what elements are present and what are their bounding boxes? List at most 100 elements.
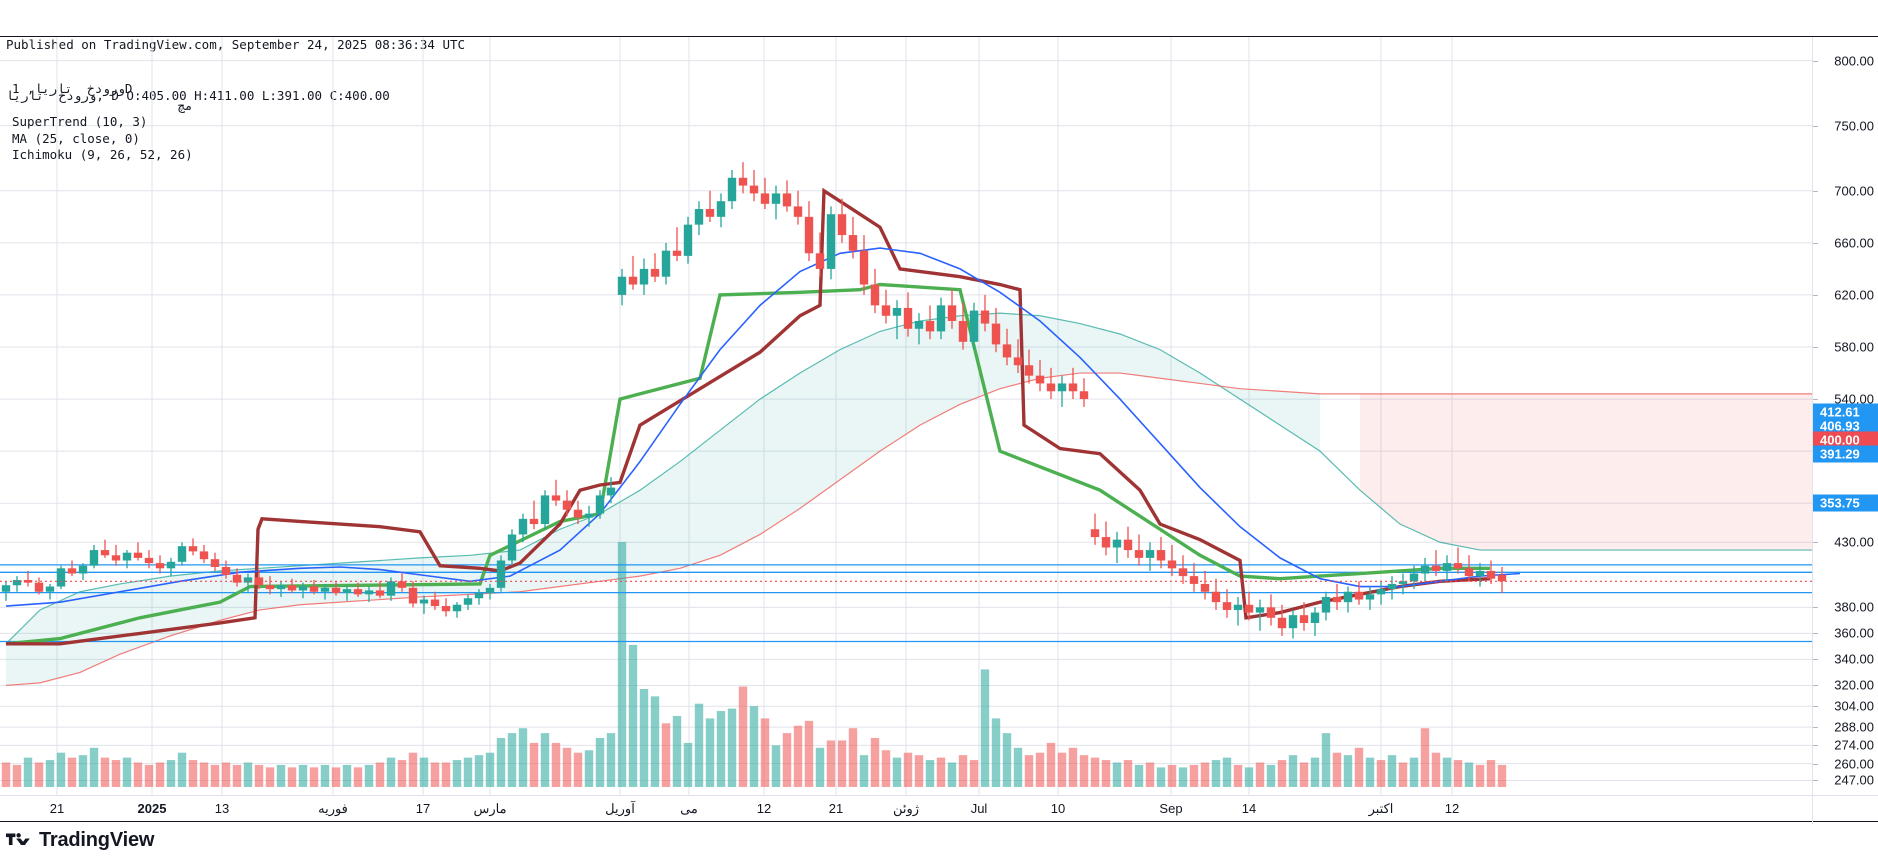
- candle-body: [1409, 573, 1419, 582]
- volume-bar: [320, 764, 330, 787]
- price-tick-mark: [1813, 399, 1818, 401]
- volume-bar: [397, 760, 407, 787]
- candle-body: [639, 268, 649, 285]
- candle-body: [331, 587, 341, 594]
- time-tick-label: می: [680, 801, 698, 816]
- time-axis[interactable]: 21 2025 13 فوریه 17 مارس آوریل می 12 21 ژوئن Jul 10 S…: [0, 795, 1878, 824]
- volume-bar: [419, 757, 429, 787]
- price-badge-blue[interactable]: 412.61: [1813, 403, 1878, 421]
- volume-bar: [100, 757, 110, 787]
- price-badge-blue[interactable]: 391.29: [1813, 445, 1878, 463]
- volume-bar: [529, 742, 539, 787]
- candle-body: [375, 590, 385, 596]
- volume-bar: [1266, 764, 1276, 787]
- time-tick-label: 21: [828, 801, 844, 816]
- price-tick-mark: [1813, 685, 1818, 687]
- plot-area[interactable]: ورودخ تاریا, 1D مچ SuperTrend (10, 3) MA…: [0, 37, 1812, 795]
- candle-body: [1112, 539, 1122, 548]
- volume-bar: [617, 542, 627, 787]
- price-tick-mark: [1813, 659, 1818, 661]
- candle-body: [496, 560, 506, 588]
- volume-bar: [1101, 760, 1111, 787]
- cloud-band: [6, 313, 1320, 686]
- volume-bar: [1398, 762, 1408, 787]
- candle-body: [133, 552, 143, 558]
- volume-bar: [562, 747, 572, 787]
- volume-bar: [1035, 752, 1045, 787]
- candle-body: [672, 250, 682, 256]
- candle-body: [276, 585, 286, 590]
- candle-body: [1332, 596, 1342, 603]
- volume-bar: [232, 764, 242, 787]
- volume-bar: [12, 764, 22, 787]
- volume-bar: [1376, 760, 1386, 787]
- price-tick-mark: [1813, 190, 1818, 192]
- price-chart-canvas[interactable]: [0, 37, 1812, 795]
- time-tick-label: مارس: [473, 801, 507, 816]
- candle-body: [1200, 583, 1210, 592]
- volume-bar: [727, 708, 737, 787]
- volume-bar: [441, 762, 451, 787]
- time-tick-label: 2025: [137, 801, 167, 816]
- candle-body: [826, 214, 836, 269]
- symbol-label: ورودخ تاریا: [6, 88, 97, 103]
- price-badge-blue[interactable]: 406.93: [1813, 417, 1878, 435]
- time-tick-label: Jul: [970, 801, 988, 816]
- candle-body: [958, 320, 968, 342]
- volume-bar: [1211, 760, 1221, 787]
- candle-body: [969, 310, 979, 342]
- candle-body: [1145, 550, 1155, 558]
- volume-bar: [1090, 757, 1100, 787]
- footer: TradingView: [0, 822, 1878, 858]
- price-axis[interactable]: 800.00 750.00 700.00 660.00 620.00 580.00 540.…: [1812, 37, 1878, 795]
- volume-bar: [287, 767, 297, 787]
- volume-bar: [155, 762, 165, 787]
- price-badge-blue[interactable]: 353.75: [1813, 494, 1878, 512]
- candle-body: [386, 581, 396, 596]
- candle-body: [397, 581, 407, 588]
- candle-body: [606, 487, 616, 496]
- candle-body: [1497, 574, 1507, 582]
- candle-body: [1046, 383, 1056, 392]
- candle-body: [441, 606, 451, 612]
- price-tick: 660.00: [1834, 235, 1874, 251]
- volume-bar: [947, 762, 957, 787]
- candle-body: [485, 587, 495, 594]
- candle-body: [78, 565, 88, 574]
- volume-bar: [892, 757, 902, 787]
- candle-body: [1035, 375, 1045, 384]
- candle-body: [595, 495, 605, 514]
- ichimoku-cloud: [5, 312, 1812, 687]
- candle-body: [353, 589, 363, 595]
- volume-bar: [716, 711, 726, 787]
- volume-bar: [375, 762, 385, 787]
- volume-bar: [122, 757, 132, 787]
- price-tick-mark: [1813, 633, 1818, 635]
- candlesticks: [1, 162, 1507, 639]
- candle-body: [89, 550, 99, 566]
- candle-body: [45, 586, 55, 592]
- volume-bar: [771, 745, 781, 787]
- volume-bar: [34, 762, 44, 787]
- price-tick-mark: [1813, 347, 1818, 348]
- candle-body: [1431, 565, 1441, 571]
- candle-body: [837, 214, 847, 236]
- candle-body: [650, 268, 660, 277]
- candle-body: [34, 582, 44, 592]
- volume-bar: [199, 762, 209, 787]
- price-tick: 580.00: [1834, 339, 1874, 355]
- candle-body: [991, 323, 1001, 345]
- candle-body: [221, 567, 231, 575]
- volume-bar: [507, 733, 517, 787]
- time-tick-label: 17: [415, 801, 431, 816]
- candle-body: [870, 284, 880, 306]
- candle-body: [452, 604, 462, 612]
- candle-body: [562, 500, 572, 510]
- volume-bar: [1497, 764, 1507, 787]
- candle-body: [1277, 617, 1287, 629]
- volume-bar: [1046, 742, 1056, 787]
- time-tick-label: 10: [1050, 801, 1066, 816]
- candle-body: [1398, 581, 1408, 584]
- price-badge-red[interactable]: 400.00: [1813, 431, 1878, 449]
- volume-bar: [1299, 762, 1309, 787]
